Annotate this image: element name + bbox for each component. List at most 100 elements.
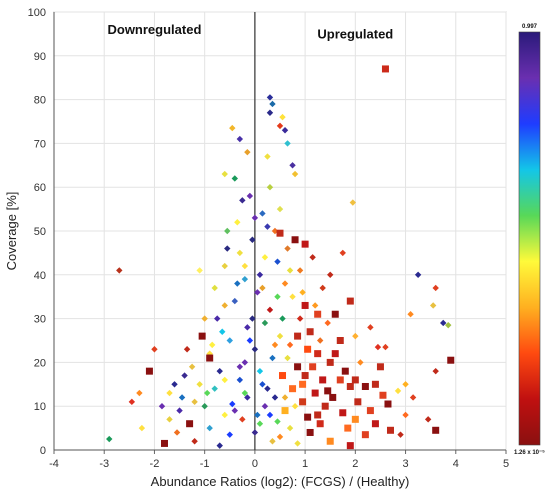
data-point-square (346, 442, 354, 450)
data-point-diamond (284, 245, 291, 252)
y-tick-label: 50 (34, 226, 46, 238)
x-tick-label: 0 (252, 458, 258, 470)
data-point-diamond (236, 376, 244, 384)
data-point-square (281, 407, 289, 415)
data-point-square (379, 391, 387, 399)
data-point-square (432, 426, 440, 434)
data-point-diamond (279, 113, 286, 121)
y-tick-label: 80 (34, 95, 46, 107)
data-point-diamond (394, 387, 402, 395)
data-point-diamond (432, 284, 439, 292)
data-point-diamond (166, 389, 173, 397)
data-point-diamond (424, 416, 432, 423)
data-point-diamond (266, 109, 274, 116)
data-point-diamond (116, 267, 123, 274)
data-point-diamond (276, 332, 284, 340)
data-point-diamond (236, 363, 244, 370)
data-point-diamond (296, 267, 304, 274)
data-point-diamond (211, 284, 218, 292)
data-point-diamond (206, 424, 213, 432)
data-point-square (381, 65, 389, 73)
data-point-diamond (264, 385, 271, 392)
data-point-diamond (246, 192, 254, 200)
data-point-diamond (256, 367, 264, 375)
data-point-diamond (440, 319, 447, 327)
data-point-diamond (281, 280, 289, 287)
data-point-diamond (239, 416, 246, 423)
data-point-diamond (136, 389, 143, 397)
data-point-square (314, 350, 322, 358)
data-point-diamond (183, 346, 191, 353)
data-point-square (331, 350, 339, 358)
data-point-diamond (128, 398, 136, 406)
data-point-diamond (138, 424, 146, 432)
data-point-diamond (173, 429, 181, 436)
data-point-diamond (241, 359, 249, 366)
data-point-diamond (264, 223, 271, 230)
data-point-diamond (196, 267, 203, 274)
data-point-diamond (276, 205, 284, 213)
data-point-diamond (291, 170, 299, 178)
data-point-square (319, 376, 327, 384)
data-point-square (376, 363, 384, 371)
data-point-square (309, 363, 317, 371)
data-point-square (351, 376, 359, 384)
data-point-diamond (382, 343, 389, 351)
data-point-diamond (216, 442, 223, 449)
data-point-diamond (397, 431, 404, 438)
data-point-diamond (234, 280, 241, 287)
data-point-square (386, 426, 394, 434)
data-point-diamond (254, 411, 261, 419)
data-point-diamond (251, 429, 259, 436)
data-point-square (301, 301, 309, 309)
data-point-diamond (231, 297, 238, 305)
data-point-diamond (221, 262, 228, 270)
data-point-diamond (367, 324, 374, 331)
data-point-diamond (216, 367, 223, 375)
data-point-diamond (279, 315, 286, 322)
data-point-diamond (286, 267, 294, 274)
data-point-square (326, 437, 334, 445)
x-axis-label: Abundance Ratios (log2): (FCGS) / (Healt… (151, 474, 410, 489)
data-point-diamond (151, 346, 158, 353)
data-point-diamond (402, 411, 409, 419)
data-point-square (361, 431, 369, 439)
annotation-downregulated: Downregulated (107, 22, 201, 37)
data-point-diamond (249, 236, 256, 243)
data-point-diamond (244, 148, 251, 156)
data-point-square (291, 236, 299, 244)
data-point-square (160, 439, 168, 447)
data-point-square (351, 415, 359, 423)
data-point-square (341, 367, 349, 375)
data-point-square (326, 358, 334, 366)
data-point-diamond (241, 389, 249, 397)
data-point-square (361, 382, 369, 390)
data-point-square (299, 380, 307, 388)
data-point-diamond (264, 153, 271, 160)
data-point-diamond (284, 140, 291, 147)
colorbar-max-label: 0.997 (522, 24, 538, 30)
data-point-diamond (158, 403, 166, 410)
data-point-diamond (266, 94, 274, 101)
y-tick-label: 10 (34, 401, 46, 413)
data-point-square (321, 402, 329, 410)
data-point-diamond (261, 254, 269, 261)
data-point-diamond (349, 199, 357, 206)
y-tick-label: 40 (34, 270, 46, 282)
data-point-diamond (281, 394, 289, 401)
data-point-diamond (271, 394, 279, 401)
data-point-diamond (261, 403, 269, 410)
data-point-diamond (445, 321, 452, 329)
data-point-diamond (274, 293, 281, 300)
data-point-diamond (211, 385, 218, 392)
data-point-square (339, 409, 347, 417)
data-point-square (294, 332, 302, 340)
data-point-square (324, 387, 332, 395)
data-point-diamond (221, 302, 228, 309)
data-point-diamond (171, 381, 178, 388)
data-point-diamond (201, 403, 208, 410)
data-point-diamond (251, 346, 259, 353)
data-point-square (314, 411, 322, 419)
colorbar-min-label: 1.26 x 10⁻⁵ (514, 450, 545, 456)
